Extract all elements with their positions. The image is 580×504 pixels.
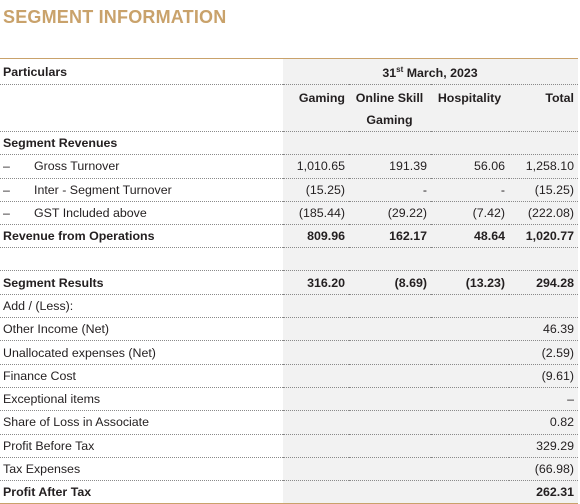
segment-information-page: SEGMENT INFORMATION Particulars 31st Mar…	[0, 7, 578, 504]
table-row: Share of Loss in Associate 0.82	[0, 410, 578, 435]
segment-results-row: Segment Results 316.20 (8.69) (13.23) 29…	[0, 270, 578, 295]
col-online-skill-gaming: Online Skill Gaming	[349, 84, 431, 132]
header-spacer	[0, 84, 283, 132]
table-row: Exceptional items –	[0, 387, 578, 412]
page-title: SEGMENT INFORMATION	[3, 7, 227, 27]
segment-revenues-label: Segment Revenues	[0, 131, 283, 156]
table-row: – Inter - Segment Turnover (15.25) - - (1…	[0, 178, 578, 202]
table-row: – GST Included above (185.44) (29.22) (7.…	[0, 201, 578, 226]
table-row: Finance Cost (9.61)	[0, 364, 578, 388]
period-header: 31st March, 2023	[283, 58, 578, 85]
col-total: Total	[509, 84, 578, 132]
table-row: Unallocated expenses (Net) (2.59)	[0, 340, 578, 365]
particulars-header: Particulars	[0, 58, 283, 85]
revenue-total-row: Revenue from Operations 809.96 162.17 48…	[0, 224, 578, 249]
col-gaming: Gaming	[283, 84, 349, 132]
table-row: Other Income (Net) 46.39	[0, 317, 578, 342]
col-hospitality: Hospitality	[431, 84, 509, 132]
profit-after-tax-row: Profit After Tax 262.31	[0, 480, 578, 504]
table-row: Profit Before Tax 329.29	[0, 434, 578, 458]
table-row: Add / (Less):	[0, 294, 578, 319]
table-row: – Gross Turnover 1,010.65 191.39 56.06 1,…	[0, 154, 578, 179]
table-row: Tax Expenses (66.98)	[0, 457, 578, 482]
segment-table: Particulars 31st March, 2023 Gaming Onli…	[0, 58, 578, 504]
